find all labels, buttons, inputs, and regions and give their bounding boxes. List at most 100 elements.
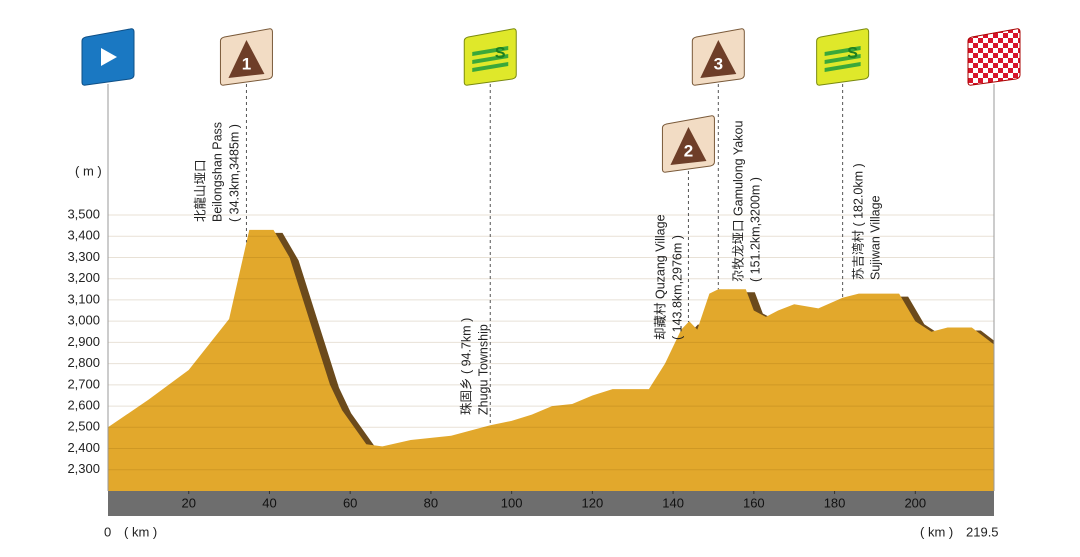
y-tick-label: 2,400 — [67, 440, 100, 455]
checker-cell — [1003, 73, 1008, 78]
checker-cell — [973, 83, 978, 86]
checker-cell — [973, 33, 978, 38]
checker-cell — [1003, 43, 1008, 48]
checker-cell — [1018, 28, 1020, 33]
marker-annotation: Beilongshan Pass — [210, 122, 224, 222]
y-tick-label: 2,600 — [67, 398, 100, 413]
marker-annotation: 珠固乡 ( 94.7km ) — [459, 318, 473, 415]
checker-cell — [973, 43, 978, 48]
checker-cell — [988, 58, 993, 63]
checker-cell — [973, 63, 978, 68]
checker-cell — [998, 48, 1003, 53]
x-start-label: 0 — [104, 524, 111, 539]
y-tick-label: 3,300 — [67, 249, 100, 264]
checker-cell — [1018, 48, 1020, 53]
x-tick-label: 60 — [343, 495, 357, 510]
checker-cell — [978, 58, 983, 63]
checker-cell — [968, 68, 973, 73]
checker-cell — [1003, 83, 1008, 86]
checker-cell — [978, 38, 983, 43]
marker-icon-kom: 1 — [219, 28, 273, 86]
x-tick-label: 160 — [743, 495, 765, 510]
x-tick-label: 40 — [262, 495, 276, 510]
checker-cell — [988, 78, 993, 83]
icon-letter: S — [495, 45, 506, 62]
icon-stripe — [824, 54, 861, 64]
icon-mountain — [228, 40, 265, 78]
checker-cell — [1008, 38, 1013, 43]
icon-number: 3 — [714, 54, 723, 73]
checker-cell — [1008, 78, 1013, 83]
icon-border — [967, 28, 1021, 86]
marker-icon-kom: 3 — [691, 28, 745, 86]
x-tick-label: 20 — [181, 495, 195, 510]
marker-icon-sprint: S — [463, 28, 517, 86]
checker-cell — [1013, 33, 1018, 38]
checker-cell — [968, 38, 973, 43]
checker-cell — [988, 28, 993, 33]
checker-cell — [968, 58, 973, 63]
marker-annotation: 尕牧龙垭口 Gamulong Yakou — [731, 121, 745, 282]
icon-arrow — [101, 48, 117, 66]
marker-icon-finish — [967, 28, 1021, 86]
checker-cell — [988, 38, 993, 43]
profile-area — [108, 229, 994, 491]
checker-cell — [1018, 78, 1020, 83]
x-end-label: 219.5 — [966, 524, 999, 539]
x-tick-label: 100 — [501, 495, 523, 510]
checker-cell — [1003, 53, 1008, 58]
checker-cell — [1008, 28, 1013, 33]
checker-cell — [993, 53, 998, 58]
checker-cell — [983, 43, 988, 48]
y-axis-label: ( m ) — [75, 163, 102, 178]
checker-cell — [983, 73, 988, 78]
plot-layer: 2,300 2,400 2,500 2,600 2,700 2,800 2,900 3,000… — [67, 28, 1021, 510]
marker-annotation: ( 151.2km,3200m ) — [748, 177, 762, 282]
marker-icon-start — [81, 28, 135, 86]
icon-shape — [463, 28, 517, 86]
y-tick-label: 2,500 — [67, 419, 100, 434]
checker-cell — [983, 63, 988, 68]
y-tick-label: 3,400 — [67, 228, 100, 243]
marker-annotation: Zhugu Township — [476, 324, 490, 415]
marker-icon-sprint: S — [816, 28, 870, 86]
x-tick-label: 200 — [904, 495, 926, 510]
icon-stripe — [472, 54, 509, 64]
checker-cell — [998, 38, 1003, 43]
marker-annotation: 却藏村 Quzang Village — [653, 214, 667, 340]
checker-cell — [973, 53, 978, 58]
checker-cell — [968, 78, 973, 83]
checker-cell — [1013, 43, 1018, 48]
icon-stripe — [824, 46, 861, 56]
checker-cell — [973, 73, 978, 78]
icon-stripe — [472, 62, 509, 72]
checker-cell — [968, 28, 973, 33]
x-tick-label: 80 — [424, 495, 438, 510]
checker-cell — [993, 33, 998, 38]
marker-annotation: ( 143.8km,2976m ) — [670, 235, 684, 340]
checker-cell — [1008, 58, 1013, 63]
checker-cell — [1013, 83, 1018, 86]
x-tick-label: 120 — [582, 495, 604, 510]
checker-cell — [993, 63, 998, 68]
x-axis-label: ( km ) — [124, 524, 157, 539]
checker-cell — [1003, 63, 1008, 68]
checker-cell — [1018, 58, 1020, 63]
y-tick-label: 3,000 — [67, 313, 100, 328]
icon-stripe — [472, 46, 509, 56]
y-tick-label: 3,100 — [67, 291, 100, 306]
checker-cell — [983, 53, 988, 58]
marker-annotation: 北龍山垭口 — [192, 159, 207, 222]
checker-cell — [1008, 48, 1013, 53]
checker-cell — [998, 68, 1003, 73]
checker-cell — [978, 78, 983, 83]
checker-cell — [1013, 73, 1018, 78]
x-axis-label: ( km ) — [920, 524, 953, 539]
checker-cell — [1008, 68, 1013, 73]
icon-mountain — [670, 127, 707, 165]
checker-cell — [1013, 53, 1018, 58]
checker-cell — [1018, 38, 1020, 43]
checker-cell — [993, 73, 998, 78]
checker-cell — [998, 78, 1003, 83]
